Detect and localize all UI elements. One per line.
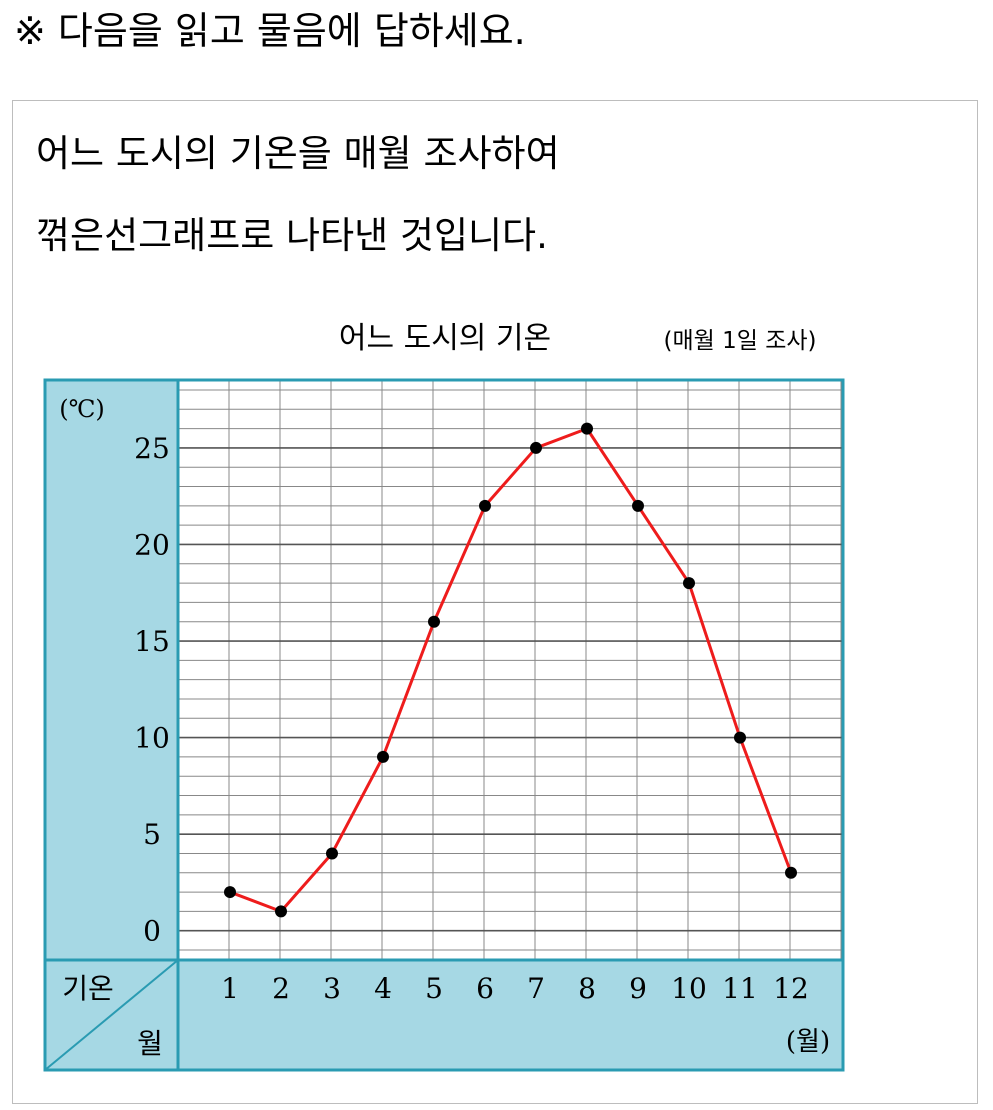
y-unit-label: (℃) bbox=[59, 395, 105, 423]
x-tick-label: 4 bbox=[374, 972, 392, 1005]
data-point bbox=[785, 866, 797, 879]
y-tick-label: 0 bbox=[143, 915, 161, 948]
x-tick-label: 3 bbox=[323, 972, 341, 1005]
y-tick-label: 10 bbox=[134, 722, 170, 755]
y-tick-label: 15 bbox=[134, 625, 170, 658]
chart-subtitle: (매월 1일 조사) bbox=[663, 328, 816, 354]
y-tick-label: 20 bbox=[134, 528, 170, 561]
temperature-series-line bbox=[229, 427, 793, 913]
corner-label-month: 월 bbox=[137, 1027, 163, 1060]
y-tick-label: 5 bbox=[143, 818, 161, 851]
data-point bbox=[530, 441, 542, 454]
x-tick-label: 11 bbox=[722, 972, 758, 1005]
x-axis-panel bbox=[178, 960, 843, 1070]
intro-line-1: 어느 도시의 기온을 매월 조사하여 bbox=[36, 132, 560, 175]
data-point bbox=[683, 577, 695, 590]
data-point bbox=[581, 422, 593, 435]
corner-diagonal bbox=[44, 959, 179, 1071]
x-tick-label: 2 bbox=[272, 972, 290, 1005]
y-axis-panel bbox=[45, 380, 178, 1070]
x-tick-label: 5 bbox=[425, 972, 443, 1005]
instruction-text: ※ 다음을 읽고 물음에 답하세요. bbox=[14, 9, 526, 53]
chart-frame bbox=[43, 378, 845, 1072]
intro-line-2: 꺾은선그래프로 나타낸 것입니다. bbox=[36, 214, 548, 257]
y-tick-label: 25 bbox=[134, 432, 170, 465]
data-point bbox=[734, 731, 746, 744]
x-tick-label: 9 bbox=[629, 972, 647, 1005]
chart-title: 어느 도시의 기온 bbox=[339, 321, 551, 356]
x-tick-label: 10 bbox=[671, 972, 707, 1005]
data-point bbox=[428, 615, 440, 628]
x-tick-label: 8 bbox=[578, 972, 596, 1005]
data-point bbox=[275, 905, 287, 918]
question-box bbox=[12, 100, 978, 1104]
data-point bbox=[326, 847, 338, 860]
x-tick-label: 6 bbox=[476, 972, 494, 1005]
data-point bbox=[632, 499, 644, 512]
x-tick-label: 12 bbox=[773, 972, 809, 1005]
data-point bbox=[377, 750, 389, 763]
x-tick-label: 1 bbox=[221, 972, 239, 1005]
data-point bbox=[479, 499, 491, 512]
data-point bbox=[224, 886, 236, 899]
x-tick-label: 7 bbox=[527, 972, 545, 1005]
corner-label-temperature: 기온 bbox=[62, 972, 114, 1005]
x-unit-label: (월) bbox=[786, 1027, 830, 1057]
